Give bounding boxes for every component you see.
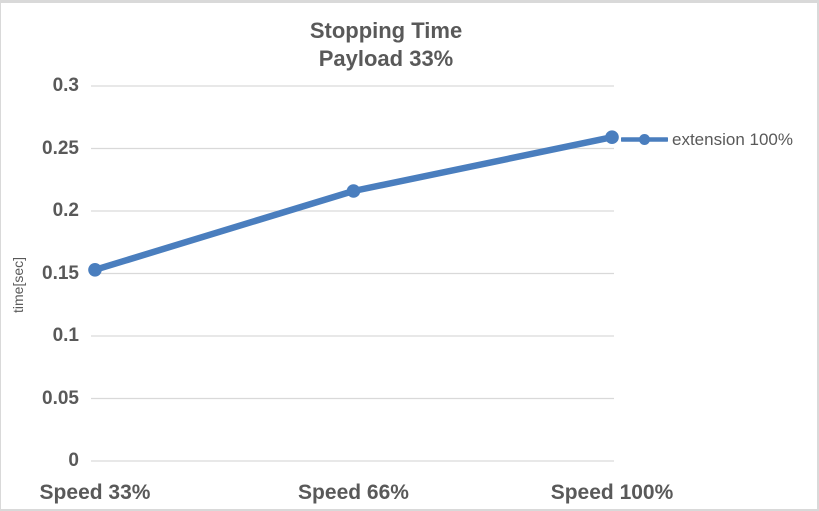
y-tick-label: 0.3	[52, 75, 79, 96]
chart-title-block: Stopping Time Payload 33%	[1, 17, 771, 73]
y-tick-label: 0.15	[42, 262, 79, 284]
x-tick-label: Speed 33%	[39, 481, 151, 504]
data-point-marker	[605, 130, 619, 144]
y-tick-label: 0.25	[42, 137, 79, 159]
y-tick-label: 0.05	[42, 387, 79, 409]
y-tick-label: 0	[68, 450, 79, 471]
legend-label: extension 100%	[672, 129, 793, 149]
y-tick-label: 0.1	[52, 325, 79, 346]
y-tick-label: 0.2	[52, 200, 79, 221]
series-line	[91, 133, 616, 274]
data-point-marker	[346, 184, 361, 198]
chart-subtitle: Payload 33%	[318, 46, 454, 71]
legend-line-marker-icon	[621, 134, 668, 145]
legend: extension 100%	[621, 127, 793, 152]
plot-area	[88, 85, 619, 462]
data-point-marker	[88, 263, 102, 277]
x-tick-label: Speed 100%	[550, 481, 674, 504]
x-tick-label: Speed 66%	[298, 481, 409, 504]
chart-title: Stopping Time	[309, 18, 463, 43]
